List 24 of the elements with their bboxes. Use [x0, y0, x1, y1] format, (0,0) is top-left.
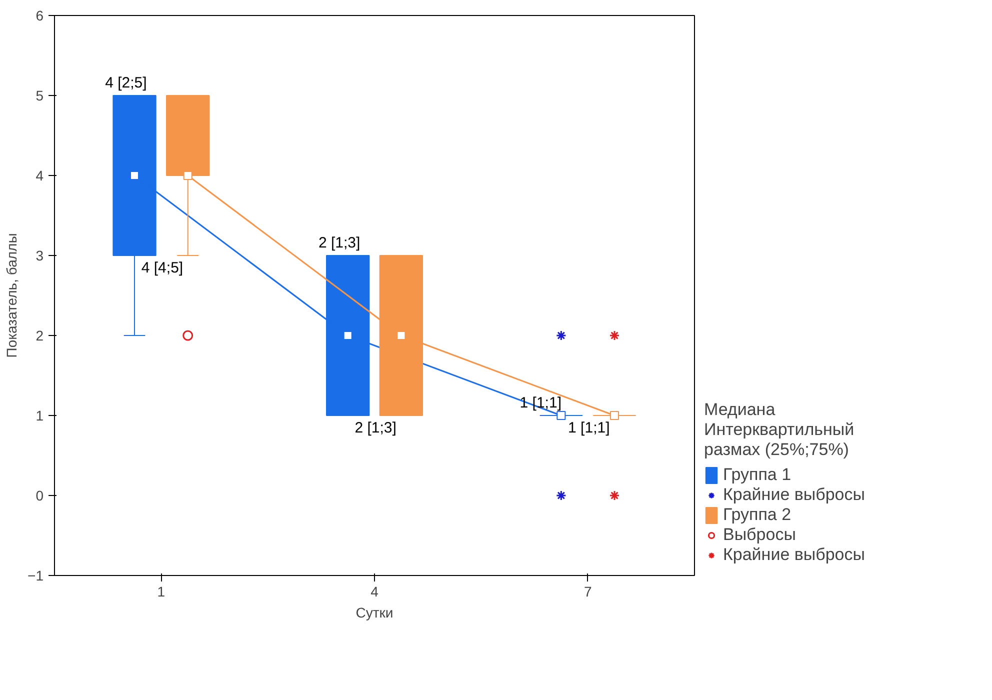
- text: 4 [4;5]: [141, 260, 184, 276]
- text: 4 [2;5]: [105, 74, 147, 92]
- y-axis-title: Показатель, баллы: [4, 233, 20, 358]
- y-tick-label: 6: [36, 8, 44, 24]
- x-axis-title: Сутки: [356, 604, 394, 620]
- legend-label: Крайние выбросы: [723, 485, 865, 505]
- y-tick-label: 1: [36, 408, 44, 424]
- y-tick-label: 3: [36, 248, 44, 264]
- y-tick-label: 5: [36, 88, 44, 104]
- y-tick-label: 4: [36, 168, 44, 184]
- y-tick-label: 0: [36, 488, 44, 504]
- x-tick-label: 1: [157, 584, 166, 600]
- legend-label: Выбросы: [723, 525, 796, 545]
- y-tick-label: 2: [36, 328, 44, 344]
- legend-title: Медиана Интерквартильный размах (25%;75%): [704, 400, 856, 460]
- text: 2 [1;3]: [318, 234, 360, 252]
- y-tick-label: −1: [28, 568, 44, 584]
- text: 1 [1;1]: [568, 420, 610, 436]
- text: 2 [1;3]: [354, 420, 396, 436]
- legend-label: Группа 2: [723, 505, 792, 525]
- x-tick-label: 7: [584, 584, 592, 600]
- legend-label: Группа 1: [723, 465, 792, 485]
- x-tick-label: 4: [370, 584, 379, 600]
- legend-label: Крайние выбросы: [723, 545, 865, 565]
